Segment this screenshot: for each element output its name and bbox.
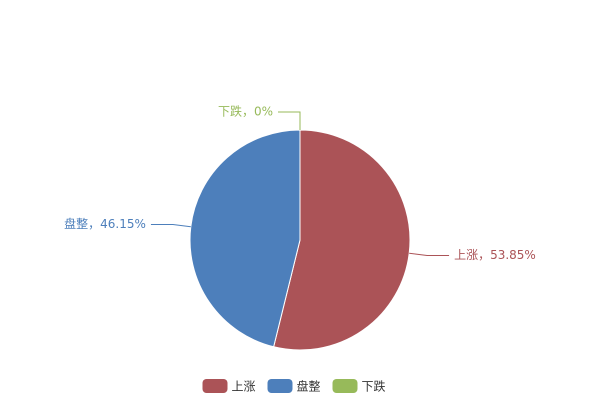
data-label: 上涨，53.85% xyxy=(454,247,536,262)
pie-slice xyxy=(273,129,411,351)
pie-slice xyxy=(189,129,301,348)
legend-label[interactable]: 下跌 xyxy=(362,379,386,394)
leader-line xyxy=(150,224,191,228)
legend-swatch[interactable] xyxy=(202,379,228,393)
leader-line xyxy=(278,111,301,130)
leader-line xyxy=(409,252,450,256)
data-label: 盘整，46.15% xyxy=(64,216,146,231)
legend-swatch[interactable] xyxy=(332,379,358,393)
data-label: 下跌，0% xyxy=(218,104,273,119)
legend-swatch[interactable] xyxy=(267,379,293,393)
legend-label[interactable]: 上涨 xyxy=(232,379,256,394)
legend-label[interactable]: 盘整 xyxy=(297,379,321,394)
